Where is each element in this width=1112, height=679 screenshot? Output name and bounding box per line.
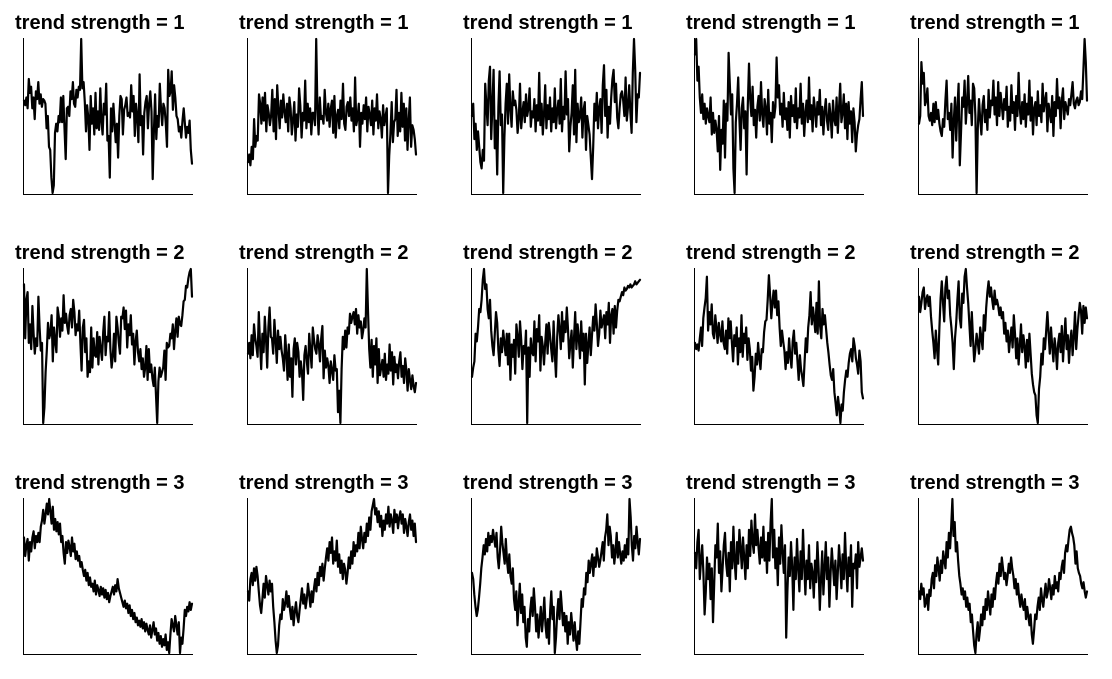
subplot-title: trend strength = 2 <box>463 242 632 264</box>
subplot-7: trend strength = 2 <box>239 242 418 425</box>
series-line-1 <box>917 37 1089 195</box>
subplot-9: trend strength = 2 <box>686 242 865 425</box>
series-line-1 <box>470 37 642 195</box>
series-line-1 <box>246 267 418 425</box>
subplot-1: trend strength = 1 <box>15 12 194 195</box>
subplot-title: trend strength = 1 <box>239 12 408 34</box>
series-line-1 <box>246 497 418 655</box>
subplot-title: trend strength = 1 <box>463 12 632 34</box>
subplot-14: trend strength = 3 <box>686 472 865 655</box>
subplot-title: trend strength = 3 <box>239 472 408 494</box>
subplot-title: trend strength = 3 <box>910 472 1079 494</box>
subplot-15: trend strength = 3 <box>910 472 1089 655</box>
subplot-13: trend strength = 3 <box>463 472 642 655</box>
series-line-1 <box>470 497 642 655</box>
series-line-1 <box>470 267 642 425</box>
series-line-1 <box>22 37 194 195</box>
subplot-4: trend strength = 1 <box>686 12 865 195</box>
series-line-1 <box>693 274 865 425</box>
subplot-title: trend strength = 3 <box>463 472 632 494</box>
subplot-6: trend strength = 2 <box>15 242 194 425</box>
subplot-title: trend strength = 2 <box>686 242 855 264</box>
subplot-title: trend strength = 2 <box>910 242 1079 264</box>
subplot-2: trend strength = 1 <box>239 12 418 195</box>
subplot-12: trend strength = 3 <box>239 472 418 655</box>
subplot-title: trend strength = 2 <box>239 242 408 264</box>
subplot-title: trend strength = 3 <box>15 472 184 494</box>
series-line-1 <box>917 267 1089 425</box>
subplot-8: trend strength = 2 <box>463 242 642 425</box>
subplot-11: trend strength = 3 <box>15 472 194 655</box>
series-line-1 <box>693 497 865 639</box>
subplot-title: trend strength = 2 <box>15 242 184 264</box>
subplot-5: trend strength = 1 <box>910 12 1089 195</box>
series-line-1 <box>693 37 865 195</box>
series-line-1 <box>22 497 194 655</box>
series-line-1 <box>917 497 1089 655</box>
subplot-title: trend strength = 1 <box>910 12 1079 34</box>
subplot-3: trend strength = 1 <box>463 12 642 195</box>
subplot-title: trend strength = 3 <box>686 472 855 494</box>
series-line-1 <box>246 37 418 195</box>
subplot-10: trend strength = 2 <box>910 242 1089 425</box>
series-line-1 <box>22 267 194 425</box>
subplot-title: trend strength = 1 <box>15 12 184 34</box>
subplot-title: trend strength = 1 <box>686 12 855 34</box>
